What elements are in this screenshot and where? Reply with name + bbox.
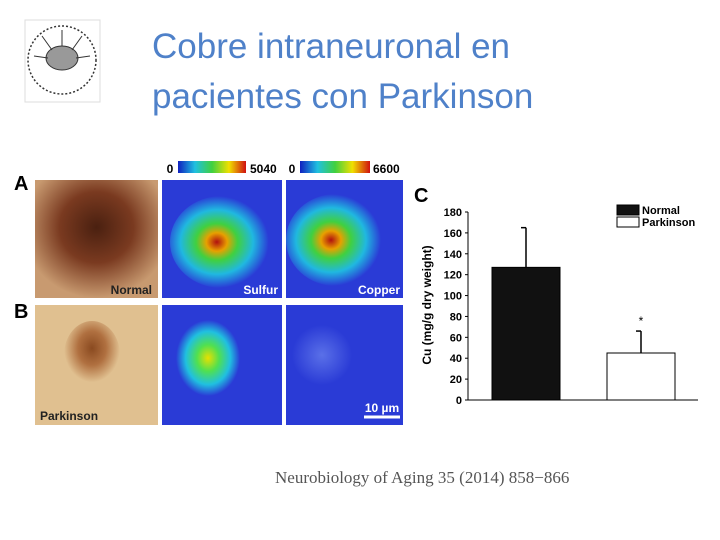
y-tick-label: 60 — [450, 332, 462, 344]
title: Cobre intraneuronal en — [152, 27, 510, 66]
image-label: Copper — [358, 283, 400, 297]
heatmap-blob — [286, 194, 386, 286]
y-tick-label: 20 — [450, 374, 462, 386]
heatmap-blob — [170, 196, 274, 288]
panel-letter: B — [14, 301, 28, 323]
heatmap-blob — [176, 320, 240, 396]
y-axis-label: Cu (mg/g dry weight) — [420, 245, 434, 364]
colorbar-min: 0 — [167, 162, 174, 176]
image-label: Parkinson — [40, 409, 98, 423]
bar — [491, 266, 561, 401]
colorbar-max: 6600 — [373, 162, 400, 176]
annotation: * — [639, 314, 644, 328]
panel-letter: A — [14, 173, 28, 195]
colorbar-max: 5040 — [250, 162, 277, 176]
legend-swatch — [616, 216, 640, 228]
colorbar — [300, 161, 370, 173]
y-tick-label: 100 — [444, 291, 462, 303]
legend-label: Normal — [642, 205, 680, 217]
micrograph-cell — [64, 321, 120, 389]
logo — [24, 19, 101, 103]
panel-letter: C — [414, 185, 428, 207]
y-tick-label: 80 — [450, 311, 462, 323]
colorbar-min: 0 — [289, 162, 296, 176]
colorbar — [178, 161, 246, 173]
micrograph — [35, 180, 158, 298]
citation: Neurobiology of Aging 35 (2014) 858−866 — [275, 468, 569, 487]
scale-bar-label: 10 µm — [365, 401, 399, 415]
y-tick-label: 40 — [450, 353, 462, 365]
y-tick-label: 140 — [444, 249, 462, 261]
y-tick-label: 120 — [444, 270, 462, 282]
heatmap-blob — [292, 325, 352, 385]
image-label: Normal — [111, 283, 152, 297]
bar-chart: 0 20 40 60 80 100 120 140 160 180 Normal * Parkinson — [444, 204, 698, 407]
y-tick-label: 160 — [444, 228, 462, 240]
bar — [606, 352, 676, 401]
y-tick-label: 0 — [456, 395, 462, 407]
title: pacientes con Parkinson — [152, 77, 533, 116]
legend-label: Parkinson — [642, 217, 695, 229]
y-tick-label: 180 — [444, 207, 462, 219]
image-label: Sulfur — [243, 283, 278, 297]
legend-swatch — [616, 204, 640, 216]
